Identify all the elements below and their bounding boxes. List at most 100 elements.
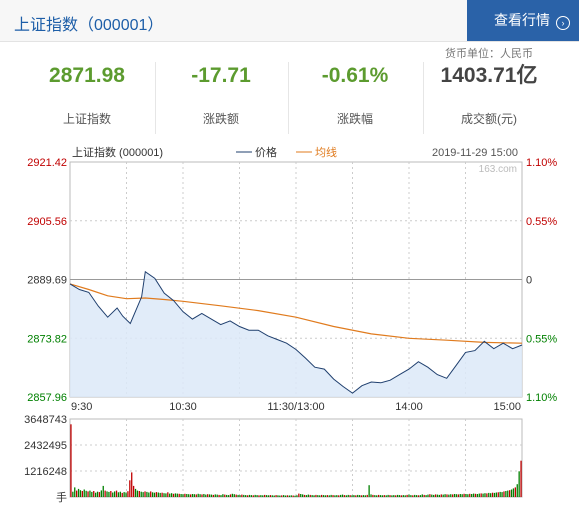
volume-bar xyxy=(191,494,194,497)
volume-bar xyxy=(241,494,243,497)
volume-bar xyxy=(110,491,112,497)
volume-bar xyxy=(125,492,127,497)
stat-change-pct-value: -0.61% xyxy=(321,64,389,87)
volume-bar xyxy=(260,495,262,497)
chart-labels: 上证指数 (000001) 价格 均线 2019-11-29 15:00 163… xyxy=(72,145,518,175)
volume-bar xyxy=(414,494,416,497)
volume-bar xyxy=(514,487,516,497)
volume-bars xyxy=(70,424,522,497)
volume-bar xyxy=(250,495,253,497)
volume-bar xyxy=(408,494,410,497)
volume-bar xyxy=(155,492,158,497)
volume-bar xyxy=(300,494,302,497)
volume-bar xyxy=(402,495,404,497)
volume-bar xyxy=(450,494,452,497)
volume-bar xyxy=(484,493,486,497)
volume-bar xyxy=(227,495,230,497)
volume-bar xyxy=(157,492,159,497)
volume-bar xyxy=(180,494,182,497)
volume-bar xyxy=(482,493,484,497)
volume-bar xyxy=(328,495,330,497)
volume-bar xyxy=(229,494,232,497)
volume-bar xyxy=(85,490,87,497)
volume-bar xyxy=(70,424,72,497)
y-pct-tick: 1.10% xyxy=(526,157,557,169)
stat-change-pct: -0.61% 涨跌幅 xyxy=(290,60,420,127)
volume-bar xyxy=(347,494,349,497)
x-tick: 11:30/13:00 xyxy=(267,401,324,413)
volume-bar xyxy=(471,494,473,497)
stat-divider xyxy=(155,62,156,134)
volume-bar xyxy=(199,494,201,497)
volume-bar xyxy=(218,494,220,497)
volume-bar xyxy=(212,494,215,497)
volume-bar xyxy=(377,494,380,497)
volume-bar xyxy=(364,495,366,497)
view-quotes-button[interactable]: 查看行情 › xyxy=(467,0,579,41)
volume-bar xyxy=(239,495,241,497)
volume-bar xyxy=(163,493,165,497)
volume-bar xyxy=(153,492,156,497)
volume-bar xyxy=(305,495,308,497)
volume-bar xyxy=(127,491,129,497)
volume-bar xyxy=(112,492,114,497)
volume-bar xyxy=(174,493,177,497)
volume-bar xyxy=(398,495,401,497)
volume-bar xyxy=(172,493,175,497)
volume-bar xyxy=(170,493,173,497)
volume-bar xyxy=(281,495,283,497)
volume-bar xyxy=(309,494,311,497)
volume-bar xyxy=(444,494,446,497)
volume-bar xyxy=(497,492,499,497)
volume-bar xyxy=(469,493,471,497)
volume-bar xyxy=(391,495,393,497)
volume-bar xyxy=(286,495,289,497)
volume-bar xyxy=(100,490,102,497)
volume-bar xyxy=(421,494,423,497)
volume-bar xyxy=(351,495,353,497)
volume-bar xyxy=(248,494,251,497)
volume-bar xyxy=(265,495,268,497)
volume-bar xyxy=(195,494,197,497)
y-pct-tick: 0.55% xyxy=(526,216,557,228)
stat-index: 2871.98 上证指数 xyxy=(22,60,152,127)
volume-bar xyxy=(117,492,120,497)
volume-bar xyxy=(252,495,254,497)
volume-bar xyxy=(303,494,306,497)
volume-y-tick: 3648743 xyxy=(24,414,67,426)
volume-bar xyxy=(115,490,118,497)
volume-bar xyxy=(302,494,304,497)
volume-bar xyxy=(189,494,192,497)
volume-bar xyxy=(393,495,395,497)
volume-bar xyxy=(490,493,492,497)
volume-bar xyxy=(220,495,222,497)
volume-bar xyxy=(138,491,140,497)
volume-bar xyxy=(231,493,234,497)
volume-bar xyxy=(353,495,355,497)
volume-bar xyxy=(499,491,501,497)
volume-bar xyxy=(315,494,317,497)
volume-bar xyxy=(237,494,239,497)
volume-bar xyxy=(465,494,467,497)
legend-avg: 均线 xyxy=(315,145,337,159)
volume-bar xyxy=(176,493,178,497)
volume-bar xyxy=(201,494,203,497)
volume-bar xyxy=(74,487,76,497)
volume-bar xyxy=(385,495,387,497)
volume-bar xyxy=(72,491,74,497)
volume-bar xyxy=(452,494,454,497)
volume-bar xyxy=(148,492,150,497)
volume-bar xyxy=(288,495,290,497)
volume-bar xyxy=(193,494,196,497)
currency-unit-note: 货币单位：人民币 xyxy=(445,48,533,60)
volume-bar xyxy=(207,494,209,497)
volume-bar xyxy=(254,494,256,497)
chevron-right-icon: › xyxy=(556,16,570,30)
volume-bar xyxy=(87,491,89,497)
volume-bar xyxy=(433,494,435,497)
volume-bar xyxy=(334,495,336,497)
volume-bar xyxy=(495,492,498,497)
volume-bar xyxy=(178,493,180,497)
volume-bar xyxy=(453,494,456,497)
volume-bar xyxy=(91,491,93,497)
